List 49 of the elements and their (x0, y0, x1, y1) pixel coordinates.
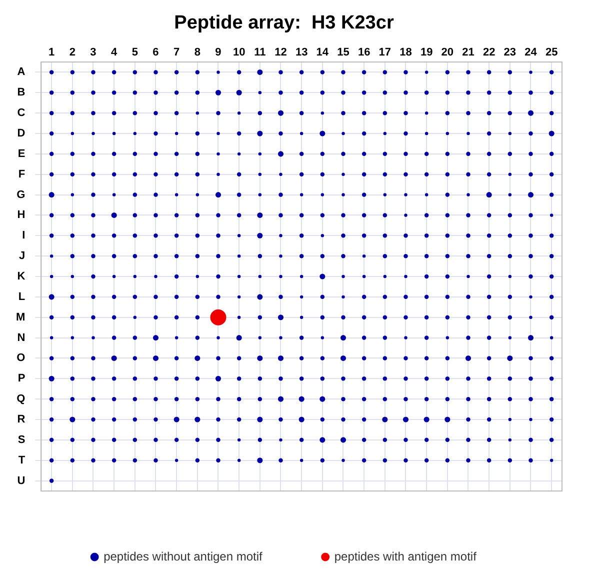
x-tick-label: 9 (215, 46, 222, 58)
x-tick-label: 24 (524, 46, 538, 58)
x-tick-label: 13 (295, 46, 308, 58)
x-tick-label: 14 (316, 46, 330, 58)
y-tick-label: O (16, 352, 26, 364)
x-tick-label: 8 (194, 46, 200, 58)
y-tick-label: L (18, 290, 26, 303)
y-tick-label: E (18, 148, 26, 160)
x-tick-label: 17 (378, 46, 392, 58)
y-tick-label: R (17, 414, 26, 426)
x-tick-label: 3 (90, 46, 96, 58)
y-tick-label: A (17, 66, 26, 78)
y-tick-label: U (17, 474, 26, 487)
x-tick-label: 7 (174, 46, 180, 58)
x-tick-label: 15 (337, 46, 350, 58)
x-tick-label: 20 (441, 46, 454, 58)
y-tick-label: K (17, 270, 26, 283)
x-tick-label: 19 (420, 46, 433, 58)
y-tick-label: H (17, 209, 26, 222)
x-tick-label: 11 (254, 46, 266, 58)
y-tick-label: G (16, 188, 26, 201)
x-tick-label: 23 (504, 46, 516, 58)
y-tick-label: J (19, 250, 26, 262)
y-tick-label: P (18, 372, 26, 385)
y-tick-label: C (17, 107, 26, 120)
x-tick-label: 2 (69, 46, 76, 58)
x-tick-label: 6 (152, 46, 159, 58)
x-tick-label: 25 (545, 46, 558, 58)
y-tick-label: N (17, 332, 26, 344)
y-tick-label: B (17, 86, 26, 99)
y-tick-label: T (18, 454, 26, 466)
y-tick-label: S (18, 434, 26, 446)
y-tick-label: F (18, 168, 26, 180)
y-tick-label: Q (16, 393, 26, 406)
x-tick-label: 18 (400, 46, 412, 58)
legend-label: peptides with antigen motif (334, 549, 478, 564)
y-tick-label: M (16, 311, 26, 324)
chart-title: Peptide array: H3 K23cr (174, 12, 394, 34)
x-tick-label: 10 (232, 46, 246, 58)
x-tick-label: 21 (462, 46, 474, 58)
legend-label: peptides without antigen motif (104, 549, 264, 564)
x-tick-label: 22 (482, 46, 496, 58)
x-tick-label: 1 (48, 46, 55, 58)
x-tick-label: 4 (111, 46, 118, 58)
y-tick-label: D (17, 128, 26, 140)
y-tick-label: I (22, 230, 26, 242)
x-tick-label: 5 (132, 46, 138, 58)
x-tick-label: 16 (358, 46, 370, 58)
x-tick-label: 12 (274, 46, 287, 58)
